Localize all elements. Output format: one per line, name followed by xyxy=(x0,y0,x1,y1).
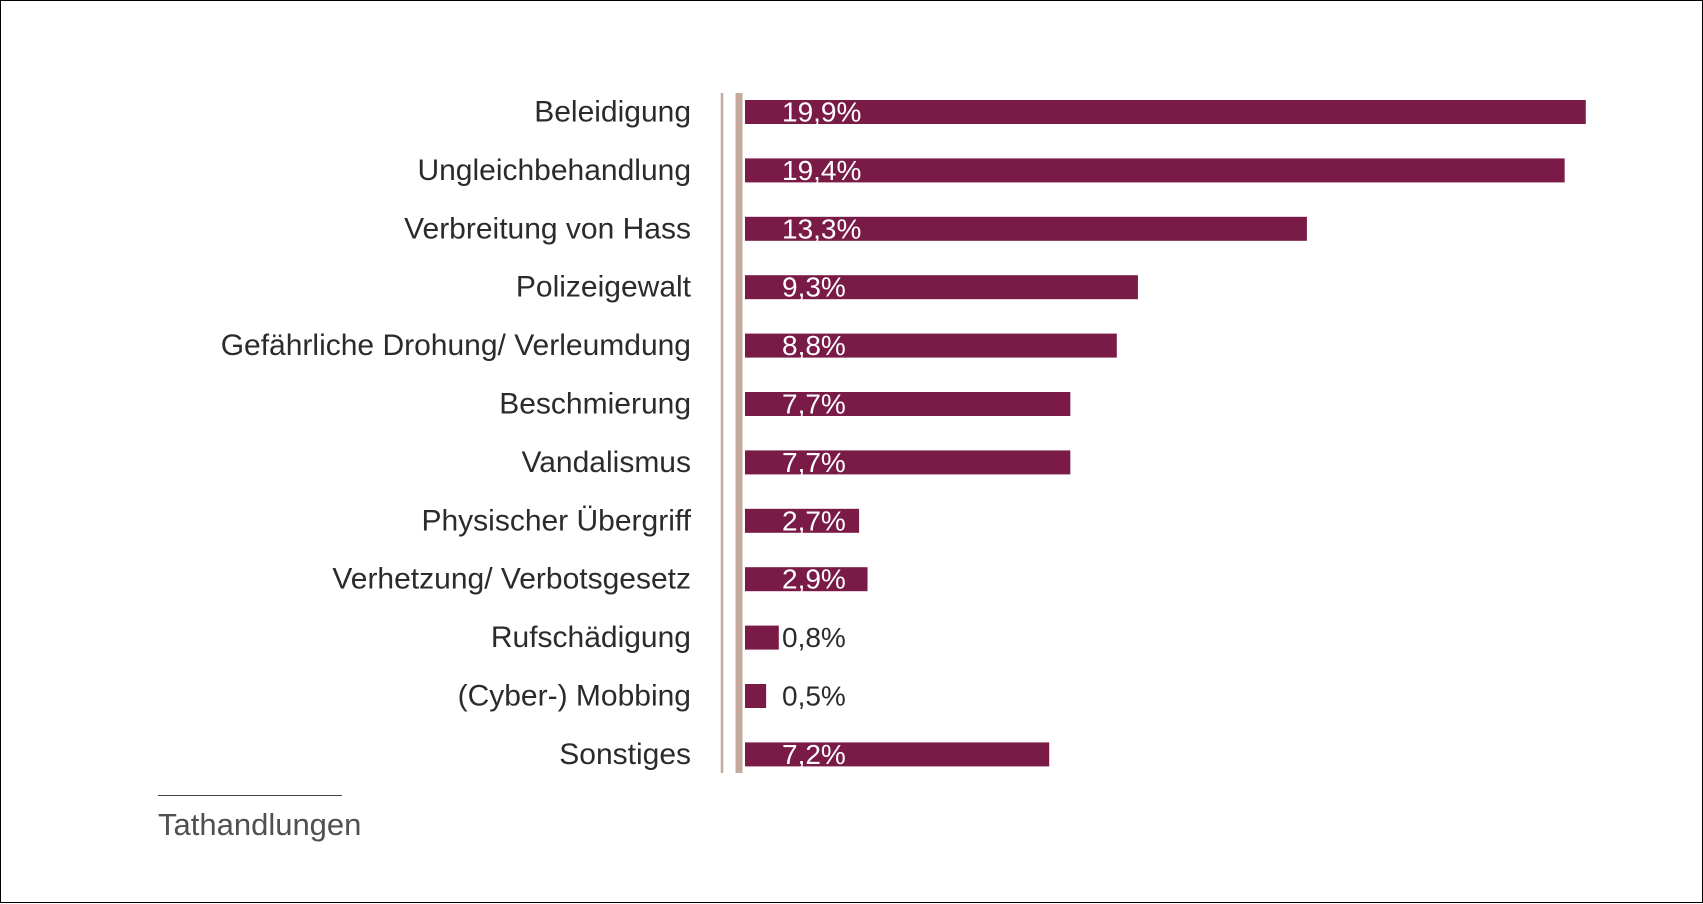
bar xyxy=(745,625,779,650)
category-label: Ungleichbehandlung xyxy=(417,154,691,187)
bar xyxy=(745,216,1307,241)
value-label: 7,7% xyxy=(782,447,846,478)
category-label: (Cyber-) Mobbing xyxy=(458,680,691,713)
category-label: Beleidigung xyxy=(534,96,691,129)
bars xyxy=(745,100,1586,767)
category-label: Sonstiges xyxy=(559,738,691,771)
value-label: 7,7% xyxy=(782,389,846,420)
value-label: 13,3% xyxy=(782,213,861,244)
bar xyxy=(745,450,1071,475)
category-labels: Beleidigung Ungleichbehandlung Verbreitung… xyxy=(221,96,692,771)
value-label: 7,2% xyxy=(782,739,846,770)
category-label: Vandalismus xyxy=(521,446,691,479)
axis-group xyxy=(720,93,743,773)
bar xyxy=(745,684,767,708)
bar xyxy=(745,392,1071,416)
value-label: 19,4% xyxy=(782,155,861,186)
bar xyxy=(745,567,868,592)
category-label: Beschmierung xyxy=(499,388,691,421)
value-label: 19,9% xyxy=(782,97,861,128)
bar xyxy=(745,275,1138,300)
category-label: Gefährliche Drohung/ Verleumdung xyxy=(221,329,691,362)
category-label: Polizeigewalt xyxy=(516,271,692,304)
footnote-rule xyxy=(158,795,342,796)
value-label: 2,9% xyxy=(782,564,846,595)
category-label: Rufschädigung xyxy=(491,621,691,654)
value-labels: 19,9% 19,4% 13,3% 9,3% 8,8% 7,7% 7,7% 2,7% 2,9% 0… xyxy=(782,97,861,770)
category-label: Verhetzung/ Verbotsgesetz xyxy=(332,563,691,596)
value-label: 2,7% xyxy=(782,505,846,536)
value-label: 8,8% xyxy=(782,330,846,361)
footnote-text: Tathandlungen xyxy=(158,807,362,842)
bar xyxy=(745,100,1586,124)
bar xyxy=(745,508,860,533)
category-label: Verbreitung von Hass xyxy=(404,212,691,245)
bar xyxy=(745,333,1117,358)
category-label: Physischer Übergriff xyxy=(421,504,691,537)
bar xyxy=(745,742,1050,767)
bar xyxy=(745,158,1565,183)
value-label: 9,3% xyxy=(782,272,846,303)
value-label: 0,8% xyxy=(782,622,846,653)
value-label: 0,5% xyxy=(782,681,846,712)
